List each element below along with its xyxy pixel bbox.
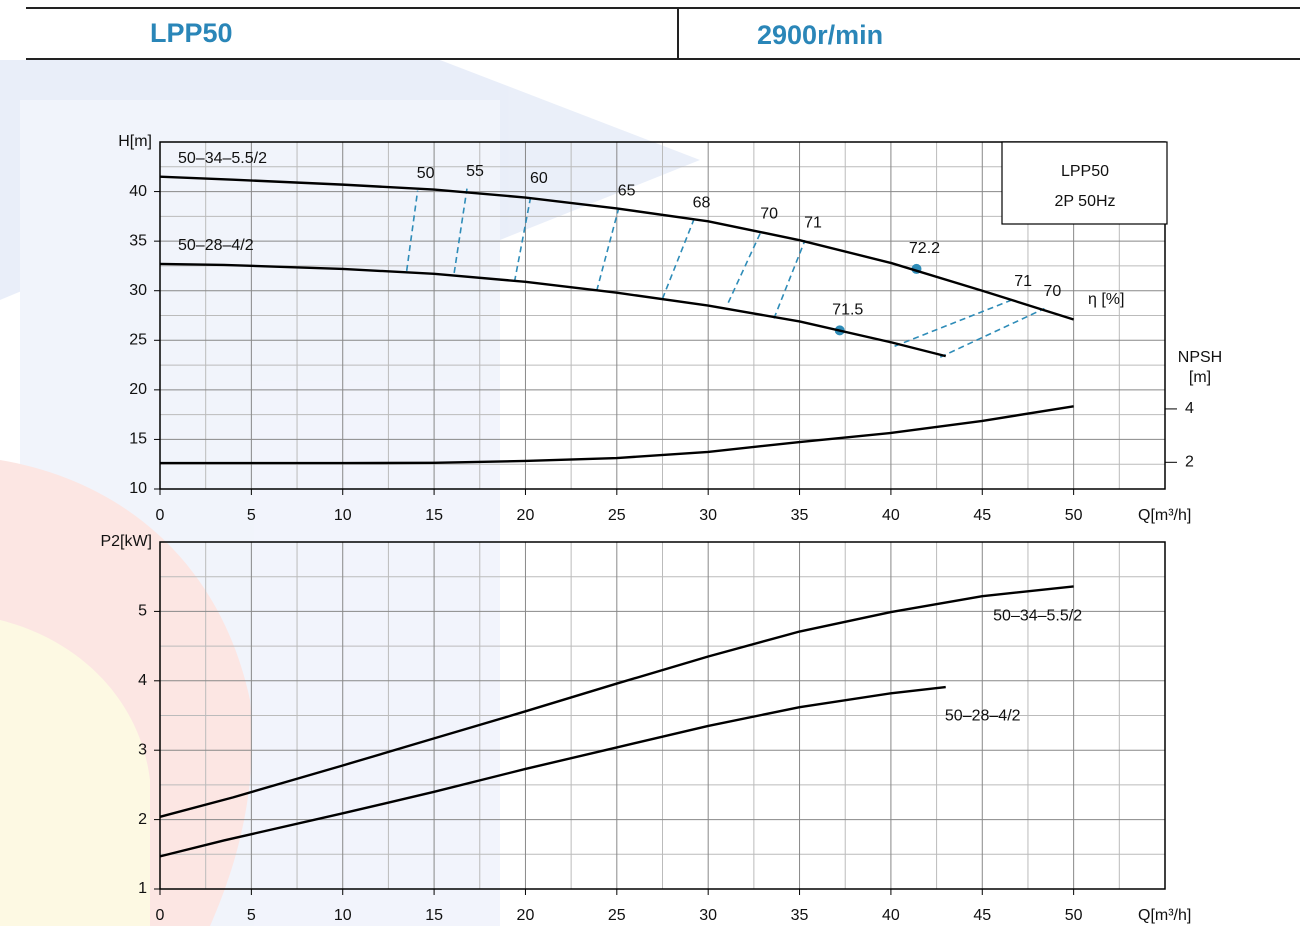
y-tick-label: 10 (129, 480, 147, 497)
x-tick-label: 30 (699, 907, 717, 924)
efficiency-label: 65 (618, 183, 636, 200)
efficiency-line (597, 208, 619, 290)
y2-axis-label: [m] (1189, 369, 1211, 386)
efficiency-label: 70 (1044, 283, 1062, 300)
efficiency-label: 70 (760, 205, 778, 222)
efficiency-line (895, 299, 1016, 347)
y2-tick-label: 4 (1185, 400, 1194, 417)
best-efficiency-label: 72.2 (909, 240, 940, 257)
best-efficiency-label: 71.5 (832, 302, 863, 319)
annotation-box (1002, 142, 1167, 224)
x-tick-label: 0 (156, 907, 165, 924)
x-tick-label: 10 (334, 507, 352, 524)
series-name: 50–28–4/2 (945, 707, 1021, 724)
x-tick-label: 20 (517, 907, 535, 924)
x-tick-label: 40 (882, 907, 900, 924)
efficiency-line (774, 240, 805, 318)
header-left: LPP50 (150, 18, 233, 48)
x-tick-label: 45 (973, 507, 991, 524)
y2-axis-label: NPSH (1178, 349, 1222, 366)
x-tick-label: 5 (247, 907, 256, 924)
efficiency-line (728, 231, 761, 302)
x-tick-label: 5 (247, 507, 256, 524)
header-right: 2900r/min (757, 20, 883, 50)
efficiency-axis-label: η [%] (1088, 291, 1124, 308)
efficiency-label: 60 (530, 170, 548, 187)
x-tick-label: 20 (517, 507, 535, 524)
x-tick-label: 50 (1065, 907, 1083, 924)
series-name: 50–34–5.5/2 (178, 150, 267, 167)
x-tick-label: 15 (425, 907, 443, 924)
x-tick-label: 25 (608, 507, 626, 524)
efficiency-label: 71 (1014, 273, 1032, 290)
efficiency-label: 71 (804, 214, 822, 231)
y-axis-label: H[m] (118, 133, 152, 150)
x-axis-label: Q[m³/h] (1138, 507, 1191, 524)
y-tick-label: 1 (138, 880, 147, 897)
efficiency-line (663, 220, 694, 298)
y-axis-label: P2[kW] (100, 533, 152, 550)
efficiency-label: 68 (693, 195, 711, 212)
x-tick-label: 40 (882, 507, 900, 524)
annotation-title: LPP50 (1061, 163, 1109, 180)
y2-tick-label: 2 (1185, 454, 1194, 471)
y-tick-label: 3 (138, 741, 147, 758)
efficiency-label: 50 (417, 165, 435, 182)
x-tick-label: 25 (608, 907, 626, 924)
y-tick-label: 5 (138, 603, 147, 620)
x-tick-label: 30 (699, 507, 717, 524)
series-name: 50–28–4/2 (178, 237, 254, 254)
y-tick-label: 35 (129, 232, 147, 249)
x-tick-label: 10 (334, 907, 352, 924)
y-tick-label: 2 (138, 811, 147, 828)
y-tick-label: 4 (138, 672, 147, 689)
efficiency-label: 55 (466, 163, 484, 180)
y-tick-label: 25 (129, 332, 147, 349)
annotation-subtitle: 2P 50Hz (1054, 193, 1115, 210)
x-tick-label: 35 (791, 507, 809, 524)
page: LPP50 2900r/min 051015202530354045501015… (0, 0, 1300, 926)
series-name: 50–34–5.5/2 (993, 608, 1082, 625)
x-tick-label: 15 (425, 507, 443, 524)
x-tick-label: 0 (156, 507, 165, 524)
y-tick-label: 30 (129, 282, 147, 299)
background-decoration (0, 60, 700, 926)
x-axis-label: Q[m³/h] (1138, 907, 1191, 924)
x-tick-label: 35 (791, 907, 809, 924)
x-tick-label: 50 (1065, 507, 1083, 524)
y-tick-label: 20 (129, 381, 147, 398)
y-tick-label: 40 (129, 183, 147, 200)
x-tick-label: 45 (973, 907, 991, 924)
y-tick-label: 15 (129, 431, 147, 448)
